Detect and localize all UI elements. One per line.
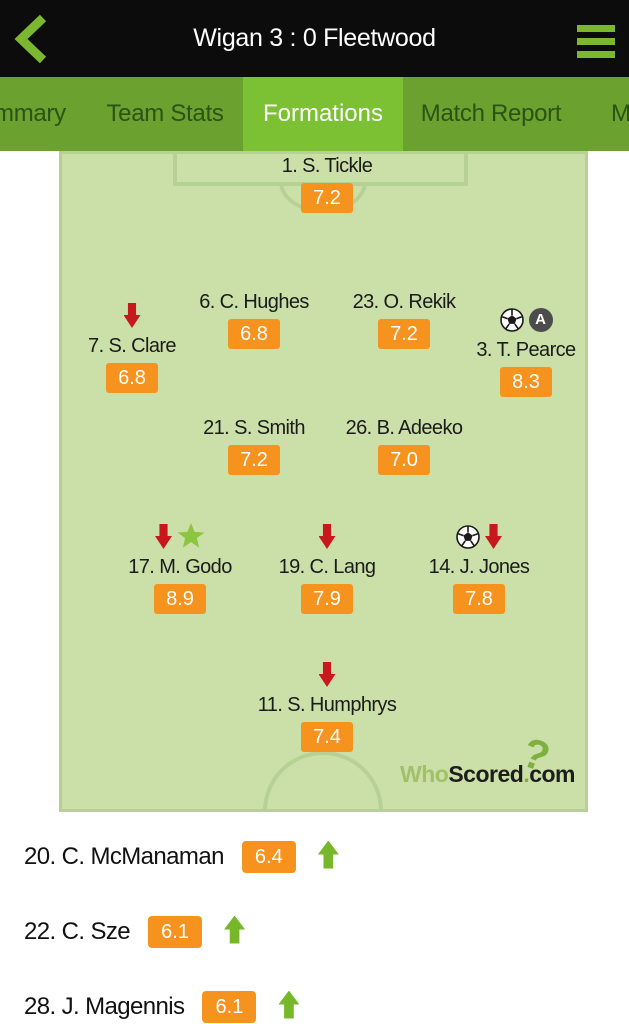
- substitute-name: 20. C. McManaman: [24, 843, 224, 870]
- player-status-icons: A: [451, 306, 601, 333]
- player-node[interactable]: 19. C. Lang 7.9: [252, 523, 402, 614]
- goal-icon: [499, 307, 524, 332]
- player-status-icons: [57, 302, 207, 329]
- goal-icon: [456, 524, 480, 549]
- player-rating-badge: 7.9: [301, 584, 353, 614]
- player-node[interactable]: 17. M. Godo 8.9: [105, 523, 255, 614]
- substitute-status-icons: [224, 915, 246, 944]
- player-name: 14. J. Jones: [428, 556, 530, 578]
- player-rating-badge: 7.0: [378, 445, 430, 475]
- whoscored-watermark: ? WhoScored.com: [400, 728, 575, 801]
- player-node[interactable]: 21. S. Smith 7.2: [179, 416, 329, 475]
- rating-drop-icon: [155, 524, 172, 549]
- substitute-status-icons: [278, 990, 300, 1019]
- player-name: 7. S. Clare: [88, 335, 176, 357]
- watermark-com: com: [529, 761, 575, 787]
- substitute-name: 28. J. Magennis: [24, 993, 185, 1020]
- substitute-row[interactable]: 28. J. Magennis 6.1: [24, 990, 300, 1024]
- player-status-icons: [252, 523, 402, 550]
- back-button[interactable]: [12, 13, 50, 65]
- player-rating-badge: 6.8: [106, 363, 158, 393]
- sub-on-icon: [278, 990, 300, 1019]
- rating-drop-icon: [123, 303, 141, 328]
- rating-drop-icon: [318, 524, 336, 549]
- tab-match-report[interactable]: Match Report: [420, 100, 562, 127]
- player-status-icons: [404, 523, 554, 550]
- menu-button[interactable]: [577, 25, 615, 59]
- watermark-dot: .: [523, 761, 530, 787]
- substitute-name: 22. C. Sze: [24, 918, 131, 945]
- hamburger-menu-icon: [577, 25, 615, 58]
- watermark-scored: Scored: [448, 761, 524, 787]
- player-rating-badge: 8.3: [500, 367, 552, 397]
- substitute-row[interactable]: 22. C. Sze 6.1: [24, 915, 246, 949]
- player-rating-badge: 8.9: [154, 584, 206, 614]
- player-name: 26. B. Adeeko: [345, 417, 463, 439]
- player-node[interactable]: 7. S. Clare 6.8: [57, 302, 207, 393]
- rating-drop-icon: [318, 662, 336, 687]
- header: Wigan 3 : 0 Fleetwood: [0, 0, 629, 77]
- substitute-row[interactable]: 20. C. McManaman 6.4: [24, 840, 339, 874]
- tab-summary[interactable]: mmary: [0, 100, 66, 127]
- substitute-rating-badge: 6.4: [241, 841, 296, 873]
- sub-on-icon: [317, 840, 339, 869]
- substitute-rating-badge: 6.1: [148, 916, 203, 948]
- player-rating-badge: 7.2: [301, 183, 353, 213]
- rating-drop-icon: [485, 524, 502, 549]
- player-name: 21. S. Smith: [203, 417, 305, 439]
- player-node[interactable]: A 3. T. Pearce 8.3: [451, 306, 601, 397]
- sub-on-icon: [224, 915, 246, 944]
- player-rating-badge: 7.2: [228, 445, 280, 475]
- player-node[interactable]: 11. S. Humphrys 7.4: [252, 661, 402, 752]
- formation-pitch: 1. S. Tickle 7.2 7. S. Clare 6.8 6. C. H…: [59, 151, 588, 812]
- player-node[interactable]: 6. C. Hughes 6.8: [179, 290, 329, 349]
- assist-icon: A: [528, 307, 553, 332]
- player-node[interactable]: 14. J. Jones 7.8: [404, 523, 554, 614]
- tab-bar: mmary Team Stats Formations Match Report…: [0, 77, 629, 151]
- player-name: 1. S. Tickle: [281, 155, 373, 177]
- player-rating-badge: 7.4: [301, 722, 353, 752]
- player-name: 23. O. Rekik: [352, 291, 456, 313]
- player-rating-badge: 7.2: [378, 319, 430, 349]
- center-circle-line: [263, 751, 383, 811]
- chevron-left-icon: [12, 14, 50, 69]
- tab-next-partial[interactable]: M: [611, 100, 629, 127]
- substitute-rating-badge: 6.1: [202, 991, 257, 1023]
- tab-formations[interactable]: Formations: [243, 77, 403, 151]
- watermark-who: Who: [400, 761, 449, 787]
- player-status-icons: [252, 661, 402, 688]
- player-name: 19. C. Lang: [278, 556, 376, 578]
- match-title: Wigan 3 : 0 Fleetwood: [193, 24, 436, 52]
- player-name: 11. S. Humphrys: [257, 694, 397, 716]
- player-name: 6. C. Hughes: [199, 291, 309, 313]
- player-name: 3. T. Pearce: [476, 339, 576, 361]
- player-node[interactable]: 23. O. Rekik 7.2: [329, 290, 479, 349]
- player-name: 17. M. Godo: [128, 556, 232, 578]
- player-rating-badge: 6.8: [228, 319, 280, 349]
- player-rating-badge: 7.8: [453, 584, 505, 614]
- substitute-status-icons: [317, 840, 339, 869]
- player-node[interactable]: 1. S. Tickle 7.2: [252, 154, 402, 213]
- tab-team-stats[interactable]: Team Stats: [106, 100, 224, 127]
- player-status-icons: [105, 523, 255, 550]
- man-of-the-match-icon: [177, 523, 205, 548]
- player-node[interactable]: 26. B. Adeeko 7.0: [329, 416, 479, 475]
